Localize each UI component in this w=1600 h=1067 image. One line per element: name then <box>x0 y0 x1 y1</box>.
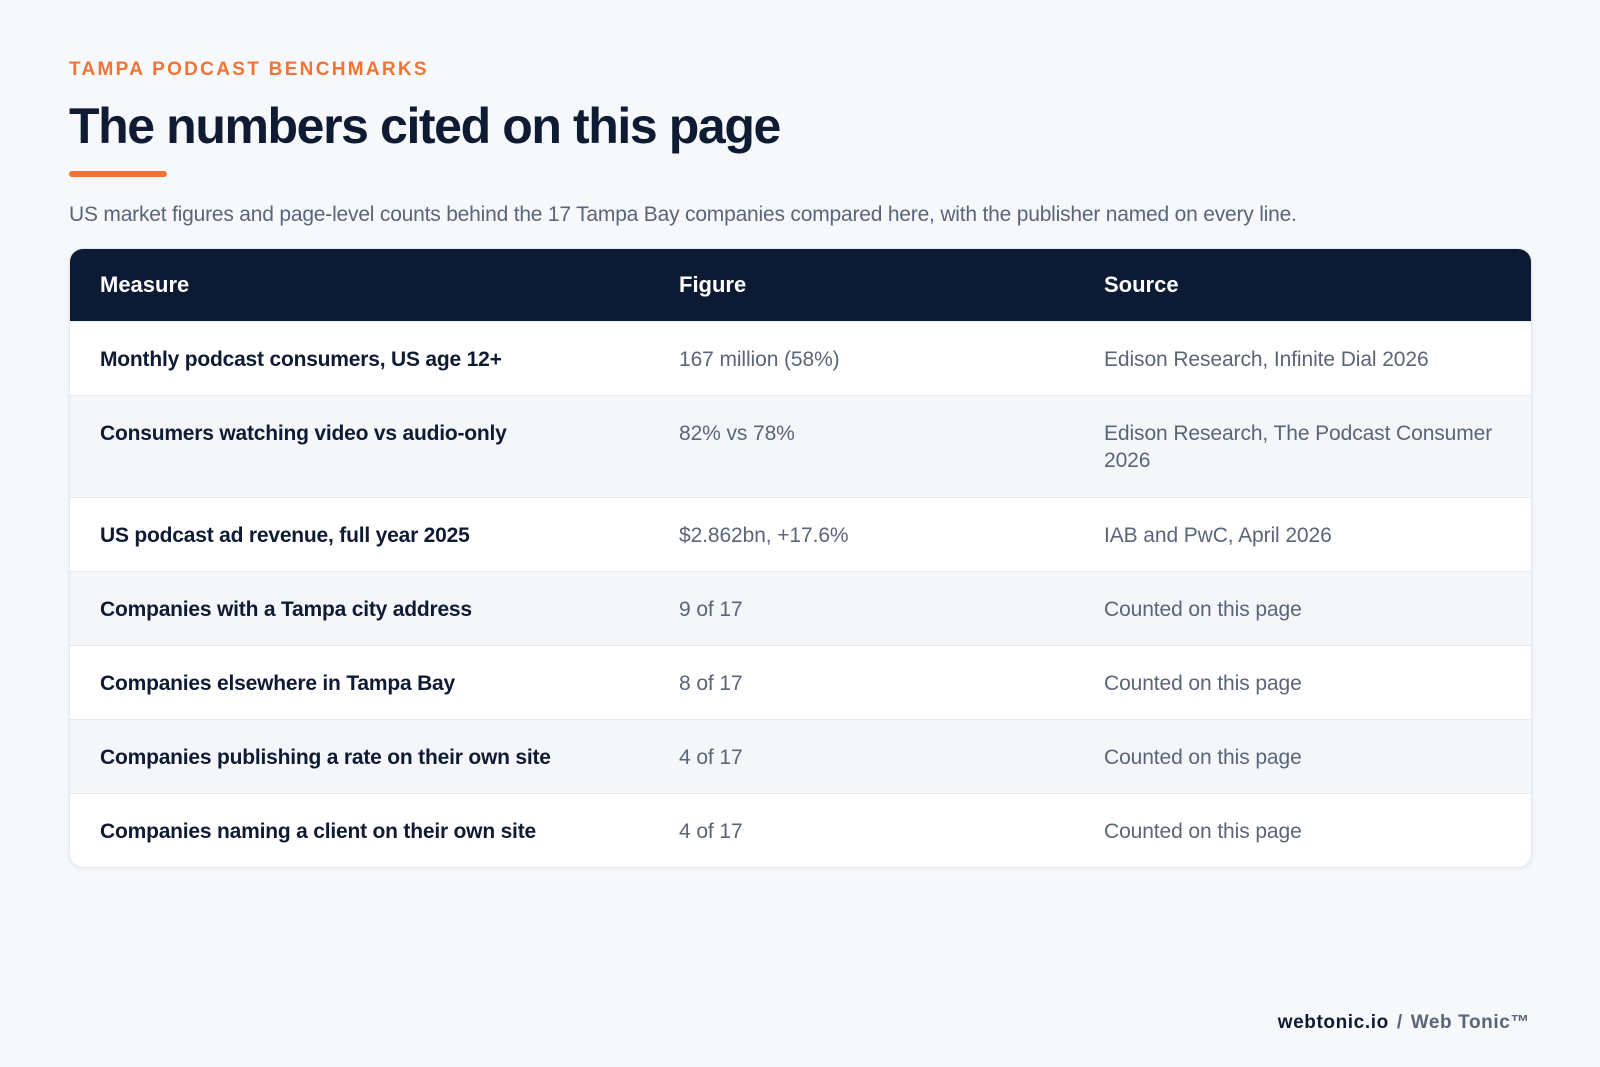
page-title: The numbers cited on this page <box>69 98 781 154</box>
measure-cell: Companies publishing a rate on their own… <box>100 746 551 769</box>
measure-cell: Companies naming a client on their own s… <box>100 820 536 843</box>
figure-cell: 82% vs 78% <box>679 422 795 445</box>
eyebrow-label: TAMPA PODCAST BENCHMARKS <box>69 59 429 80</box>
footer-credit: webtonic.io / Web Tonic™ <box>1278 1012 1530 1034</box>
figure-cell: $2.862bn, +17.6% <box>679 524 849 547</box>
measure-cell: Companies elsewhere in Tampa Bay <box>100 672 456 695</box>
column-header-figure: Figure <box>679 272 747 297</box>
figure-cell: 9 of 17 <box>679 598 743 621</box>
source-cell: Counted on this page <box>1104 820 1302 843</box>
source-cell: Edison Research, Infinite Dial 2026 <box>1104 348 1429 371</box>
benchmarks-table: Measure Figure Source Monthly podcast co… <box>69 248 1532 868</box>
footer-brand: Web Tonic™ <box>1410 1012 1530 1033</box>
measure-cell: Consumers watching video vs audio-only <box>100 422 507 445</box>
table-row: Monthly podcast consumers, US age 12+ 16… <box>70 321 1531 395</box>
table-row: Companies with a Tampa city address 9 of… <box>70 571 1531 645</box>
footer-domain: webtonic.io <box>1277 1012 1389 1033</box>
table-row: US podcast ad revenue, full year 2025 $2… <box>70 497 1531 571</box>
figure-cell: 4 of 17 <box>679 746 743 769</box>
column-header-source: Source <box>1104 272 1179 297</box>
table-header-row: Measure Figure Source <box>70 249 1531 321</box>
table-row: Companies publishing a rate on their own… <box>70 719 1531 793</box>
source-cell: Edison Research, The Podcast Consumer 20… <box>1104 422 1493 472</box>
table-row: Companies naming a client on their own s… <box>70 793 1531 867</box>
source-cell: Counted on this page <box>1104 672 1302 695</box>
measure-cell: Monthly podcast consumers, US age 12+ <box>100 348 502 371</box>
page-header: TAMPA PODCAST BENCHMARKS The numbers cit… <box>69 58 1530 229</box>
measure-cell: US podcast ad revenue, full year 2025 <box>100 524 470 547</box>
figure-cell: 4 of 17 <box>679 820 743 843</box>
table-row: Companies elsewhere in Tampa Bay 8 of 17… <box>70 645 1531 719</box>
accent-divider <box>69 171 167 177</box>
footer-separator: / <box>1396 1012 1403 1033</box>
figure-cell: 8 of 17 <box>679 672 743 695</box>
figure-cell: 167 million (58%) <box>679 348 840 371</box>
source-cell: IAB and PwC, April 2026 <box>1104 524 1332 547</box>
page-subtitle: US market figures and page-level counts … <box>69 203 1297 226</box>
source-cell: Counted on this page <box>1104 598 1302 621</box>
source-cell: Counted on this page <box>1104 746 1302 769</box>
column-header-measure: Measure <box>100 272 190 297</box>
measure-cell: Companies with a Tampa city address <box>100 598 472 621</box>
table-row: Consumers watching video vs audio-only 8… <box>70 395 1531 497</box>
